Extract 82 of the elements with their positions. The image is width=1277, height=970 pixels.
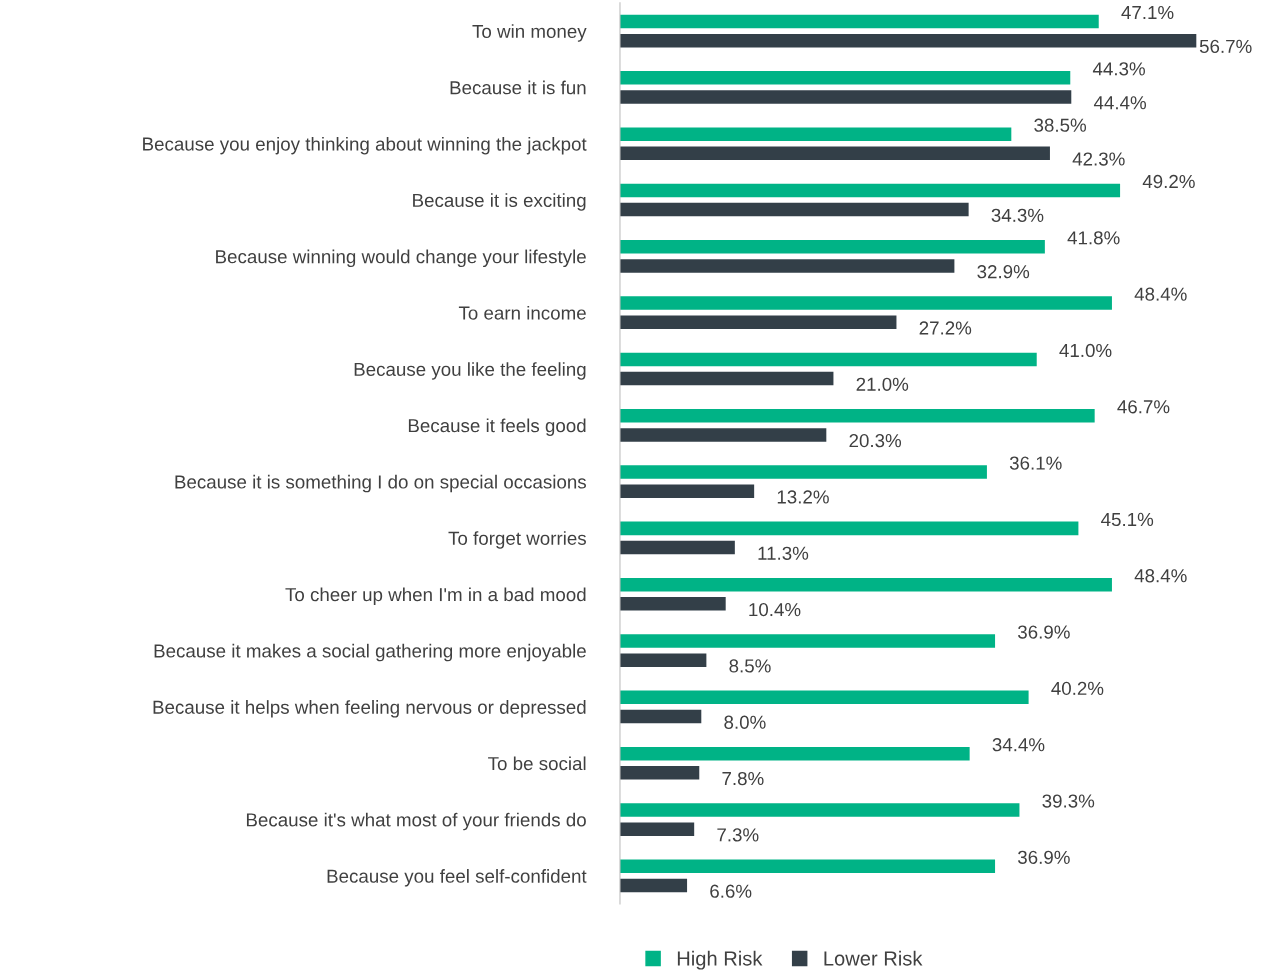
bar (619, 90, 1072, 104)
data-label: 44.4% (1093, 96, 1147, 110)
data-label: 46.7% (1117, 400, 1170, 414)
bar (619, 634, 996, 648)
legend-label: High Risk (677, 950, 763, 970)
data-label: 44.3% (1092, 62, 1145, 76)
y-tick-label: To cheer up when I'm in a bad mood (285, 587, 586, 605)
bar (619, 822, 695, 836)
data-label: 39.3% (1042, 794, 1095, 808)
bar (619, 33, 1197, 48)
y-tick-label: Because winning would change your lifestyle (216, 249, 586, 268)
data-label: 36.9% (1017, 625, 1070, 639)
data-label: 47.1% (1121, 5, 1174, 20)
bar (619, 352, 1037, 367)
data-label: 45.1% (1101, 512, 1154, 527)
data-label: 36.9% (1017, 850, 1070, 864)
bar (619, 766, 700, 780)
bar (619, 296, 1112, 310)
bar (619, 428, 827, 442)
data-label: 7.8% (722, 771, 764, 786)
data-label: 8.0% (724, 715, 766, 729)
data-label: 13.2% (777, 490, 829, 504)
y-tick-label: To win money (472, 24, 587, 42)
bar (619, 653, 707, 667)
data-label: 7.3% (717, 828, 759, 842)
bar (619, 465, 987, 479)
bar (619, 408, 1095, 423)
y-tick-label: Because it is exciting (413, 193, 586, 211)
bar (619, 709, 702, 724)
data-label: 48.4% (1134, 287, 1187, 301)
y-tick-label: To earn income (458, 305, 586, 320)
data-label: 42.3% (1072, 152, 1125, 166)
data-label: 48.4% (1134, 569, 1187, 583)
data-label: 11.3% (758, 546, 809, 560)
data-label: 49.2% (1142, 174, 1195, 189)
bar (619, 202, 969, 217)
bar (619, 371, 834, 386)
data-label: 34.3% (991, 208, 1044, 222)
data-label: 41.0% (1059, 343, 1112, 358)
data-label: 40.2% (1051, 681, 1104, 696)
y-tick-label: To forget worries (448, 531, 586, 549)
y-tick-label: Because you feel self-confident (327, 869, 587, 887)
data-label: 38.5% (1034, 118, 1087, 132)
y-tick-label: Because it helps when feeling nervous or depressed (153, 700, 586, 718)
data-label: 41.8% (1067, 231, 1120, 245)
bar (619, 183, 1121, 198)
legend-label: Lower Risk (824, 950, 923, 966)
y-tick-label: Because it's what most of your friends do (246, 812, 586, 831)
y-tick-label: Because it feels good (408, 418, 586, 436)
bar (619, 597, 726, 611)
bar (619, 315, 897, 330)
data-label: 56.7% (1199, 39, 1252, 54)
data-label: 36.1% (1009, 456, 1062, 470)
y-tick-label: Because it is fun (450, 80, 586, 95)
data-label: 8.5% (729, 659, 771, 673)
bar (619, 540, 735, 555)
y-tick-label: Because it is something I do on special occasions (175, 474, 586, 493)
data-label: 6.6% (710, 884, 752, 898)
bar (619, 878, 688, 893)
data-label: 34.4% (992, 738, 1045, 752)
bar (619, 577, 1112, 592)
data-label: 21.0% (856, 377, 909, 391)
bar (619, 240, 1045, 254)
bar (619, 71, 1071, 85)
y-tick-label: Because you like the feeling (354, 362, 586, 380)
data-label: 10.4% (749, 602, 801, 617)
bar (619, 859, 996, 874)
data-label: 20.3% (849, 434, 902, 448)
bar (619, 484, 755, 498)
bar (619, 259, 955, 273)
bar (619, 690, 1029, 705)
bar (619, 803, 1020, 817)
data-label: 27.2% (919, 321, 972, 335)
bar (619, 146, 1050, 161)
y-tick-label: Because it makes a social gathering more enjoyable (154, 643, 586, 662)
bar (619, 127, 1012, 141)
bar (619, 521, 1079, 536)
bar (619, 14, 1099, 29)
data-label: 32.9% (977, 265, 1030, 279)
y-tick-label: To be social (488, 756, 586, 771)
y-tick-label: Because you enjoy thinking about winning the jackpot (143, 136, 587, 155)
bar (619, 746, 970, 761)
